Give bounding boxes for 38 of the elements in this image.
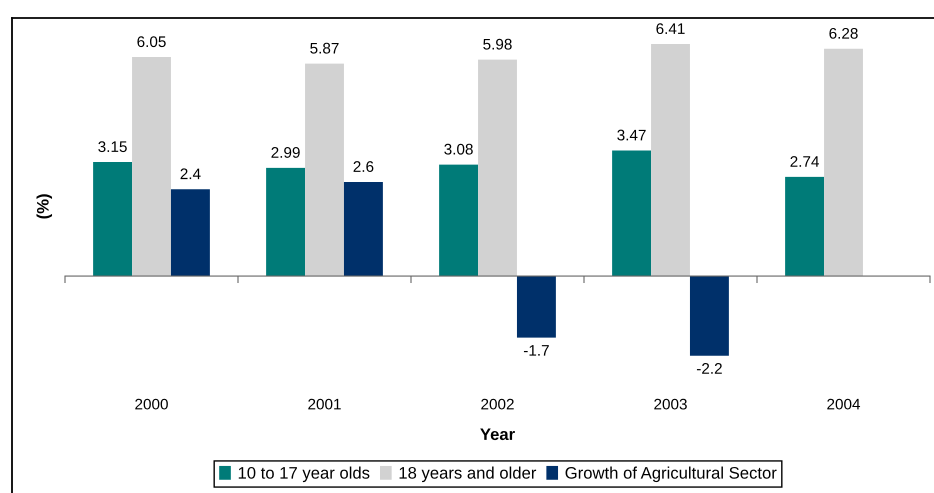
data-label: -1.7 — [524, 345, 549, 356]
x-tick-label: 2004 — [827, 398, 860, 410]
x-tick-label: 2003 — [654, 398, 687, 410]
bar — [170, 189, 210, 276]
data-label: 3.15 — [98, 141, 127, 152]
data-label: 2.6 — [354, 161, 374, 172]
bar — [478, 60, 517, 276]
bar — [132, 57, 171, 276]
legend-label: 18 years and older — [400, 466, 536, 482]
bar — [344, 182, 383, 276]
x-tick-label: 2002 — [481, 398, 514, 410]
legend-label: Growth of Agricultural Sector — [566, 466, 777, 482]
x-tick-label: 2001 — [308, 398, 341, 410]
data-label: 3.08 — [444, 144, 473, 155]
data-label: 2.99 — [271, 147, 300, 158]
x-tick-label: 2000 — [135, 398, 168, 410]
data-label: 2.4 — [180, 168, 201, 180]
data-label: 6.05 — [137, 36, 166, 48]
bar — [93, 162, 132, 276]
data-label: 3.47 — [617, 130, 646, 140]
data-label: 5.87 — [310, 42, 339, 54]
data-label: 2.74 — [790, 156, 819, 167]
bar — [305, 64, 344, 276]
bar — [824, 48, 863, 276]
bar — [651, 44, 690, 276]
legend-label: 10 to 17 year olds — [238, 466, 370, 482]
x-axis-title: Year — [480, 428, 515, 440]
data-label: 6.28 — [829, 28, 858, 39]
data-label: 5.98 — [483, 38, 512, 50]
data-label: 6.41 — [656, 23, 685, 34]
bar — [266, 168, 306, 276]
bar — [516, 276, 556, 338]
data-label: -2.2 — [696, 363, 722, 374]
bar — [785, 176, 824, 276]
y-axis-title: (%) — [36, 194, 52, 219]
bar — [439, 164, 478, 276]
bar — [690, 276, 729, 356]
bar — [612, 150, 652, 276]
